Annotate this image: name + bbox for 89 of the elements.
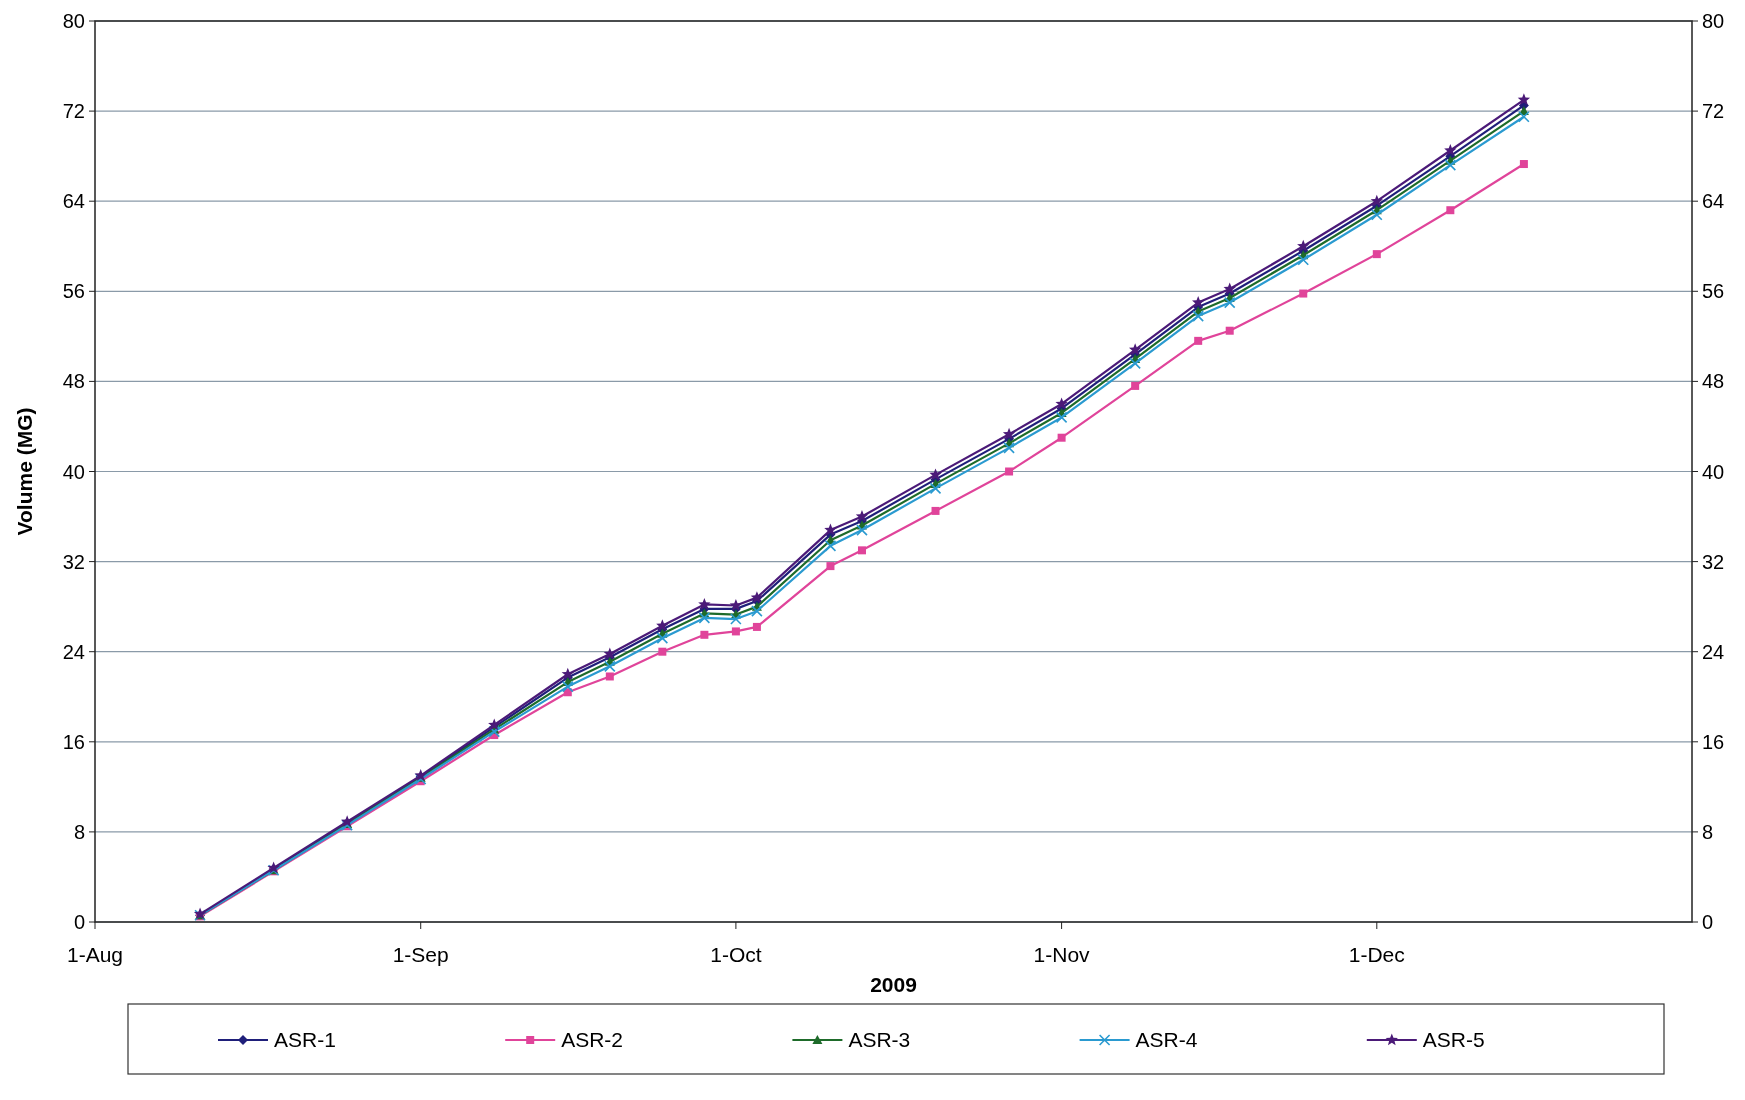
point [562,680,574,693]
point [1194,336,1203,345]
point [1518,110,1530,123]
point [731,627,740,636]
y-tick-label: 80 [62,10,85,32]
legend-label: ASR-5 [1422,1028,1485,1052]
y-axis-title: Volume (MG) [13,407,36,536]
point [1057,433,1066,442]
point [929,482,942,495]
point [1297,239,1310,252]
point [1517,93,1531,106]
point [1003,442,1015,454]
point [658,647,667,656]
point [1131,381,1140,390]
y2-tick-label: 56 [1702,280,1725,303]
x-tick-label: 1-Sep [392,943,449,966]
y2-tick-label: 48 [1702,370,1725,393]
y2-tick-label: 8 [1702,820,1714,843]
point [1192,310,1204,322]
y2-tick-label: 80 [1702,10,1725,32]
y-tick-label: 64 [62,190,85,213]
point [656,619,669,632]
point [1519,160,1528,169]
point [488,718,501,731]
point [561,667,574,680]
y-tick-label: 16 [62,730,85,753]
y-tick-label: 72 [62,100,85,123]
point [605,672,614,681]
point [1372,250,1381,259]
point [1192,296,1205,308]
x-axis-title: 2009 [870,973,917,996]
point [931,506,940,515]
legend-label: ASR-4 [1135,1028,1198,1052]
y-tick-label: 32 [62,550,85,573]
point [1055,411,1068,424]
point [856,524,868,536]
point [488,725,501,738]
point [729,599,743,611]
legend-label: ASR-1 [274,1028,336,1052]
point [1371,208,1383,221]
legend-label: ASR-2 [561,1028,624,1052]
y-tick-label: 48 [62,370,85,393]
x-tick-label: 1-Nov [1033,943,1091,966]
point [603,647,616,660]
point [656,632,669,644]
point [1297,253,1310,266]
y2-tick-label: 24 [1702,640,1725,663]
point [752,622,761,631]
point [1055,397,1068,410]
y-tick-label: 8 [73,820,85,843]
point [1299,289,1308,298]
point [698,597,711,610]
y-tick-label: 56 [62,280,85,303]
y2-tick-label: 0 [1702,911,1714,933]
point [855,510,869,522]
point [1225,326,1234,335]
point [1444,144,1457,156]
point [1370,194,1383,207]
point [857,546,866,555]
point [1129,357,1141,370]
point [1128,343,1142,356]
point [700,630,709,639]
point [1002,427,1016,440]
y-tick-label: 24 [62,640,85,663]
legend-label: ASR-3 [848,1028,911,1052]
y2-tick-label: 16 [1702,730,1725,753]
point [1223,282,1236,295]
point [929,468,942,481]
point [751,605,763,617]
x-tick-label: 1-Dec [1348,943,1405,966]
point [1446,206,1455,215]
point [750,591,764,603]
x-tick-label: 1-Aug [66,943,124,966]
point [604,660,616,673]
point [824,523,837,536]
y2-tick-label: 32 [1702,550,1725,573]
point [826,562,835,571]
x-tick-label: 1-Oct [710,943,762,966]
point [1005,467,1014,476]
y2-tick-label: 64 [1702,190,1725,213]
y2-tick-label: 40 [1702,460,1725,483]
point [1444,159,1457,171]
point [1223,296,1236,309]
point [824,540,837,552]
point [730,613,742,625]
point [698,612,711,624]
y2-tick-label: 72 [1702,100,1725,123]
y-tick-label: 40 [62,460,85,483]
y-tick-label: 0 [73,911,85,933]
